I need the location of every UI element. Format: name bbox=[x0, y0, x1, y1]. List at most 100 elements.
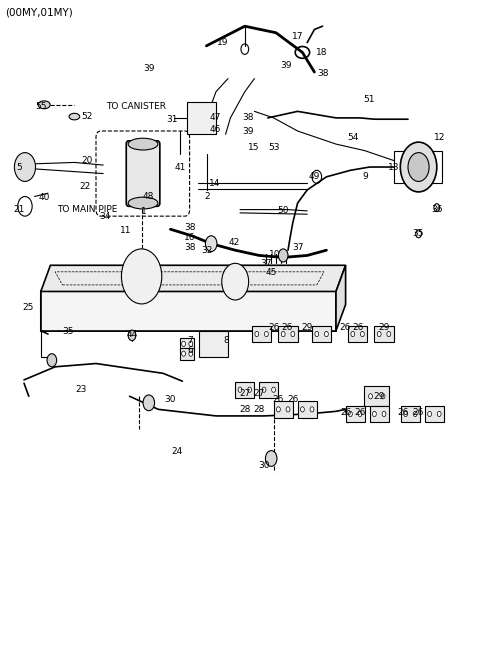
Circle shape bbox=[351, 331, 355, 337]
Text: 55: 55 bbox=[35, 102, 47, 111]
Text: 39: 39 bbox=[143, 64, 155, 73]
Text: 30: 30 bbox=[165, 395, 176, 404]
Text: 54: 54 bbox=[347, 133, 359, 142]
Text: 10: 10 bbox=[269, 250, 280, 259]
Text: 25: 25 bbox=[22, 303, 34, 312]
Bar bbox=[346, 405, 365, 422]
Circle shape bbox=[408, 153, 429, 181]
Bar bbox=[298, 401, 317, 418]
Text: 38: 38 bbox=[242, 113, 254, 122]
Text: TO MAIN PIPE: TO MAIN PIPE bbox=[57, 205, 117, 214]
Circle shape bbox=[360, 331, 364, 337]
Bar bbox=[252, 326, 271, 342]
Bar bbox=[199, 331, 228, 357]
Circle shape bbox=[205, 236, 217, 252]
Text: 2: 2 bbox=[204, 192, 210, 201]
Text: 34: 34 bbox=[99, 212, 110, 221]
Circle shape bbox=[381, 394, 385, 399]
Text: 38: 38 bbox=[317, 69, 328, 78]
Bar bbox=[235, 381, 254, 398]
Text: 13: 13 bbox=[388, 162, 399, 172]
Circle shape bbox=[248, 387, 252, 392]
Text: 42: 42 bbox=[228, 238, 240, 247]
Bar bbox=[180, 348, 194, 360]
Circle shape bbox=[286, 407, 290, 412]
Circle shape bbox=[14, 153, 36, 181]
Text: 26: 26 bbox=[354, 408, 366, 417]
Text: 46: 46 bbox=[209, 125, 221, 134]
Text: (00MY,01MY): (00MY,01MY) bbox=[5, 8, 72, 18]
Bar bbox=[259, 381, 278, 398]
Bar bbox=[348, 326, 367, 342]
Circle shape bbox=[369, 394, 372, 399]
Circle shape bbox=[276, 407, 280, 412]
Circle shape bbox=[387, 331, 391, 337]
Circle shape bbox=[189, 351, 192, 356]
Circle shape bbox=[47, 354, 57, 367]
Circle shape bbox=[238, 387, 242, 392]
Text: 37: 37 bbox=[261, 259, 272, 268]
Text: 31: 31 bbox=[166, 115, 178, 124]
Text: TO CANISTER: TO CANISTER bbox=[106, 102, 166, 111]
Text: 19: 19 bbox=[217, 38, 229, 47]
Text: 39: 39 bbox=[242, 126, 254, 136]
Text: 40: 40 bbox=[38, 193, 50, 202]
Circle shape bbox=[143, 395, 155, 411]
Text: 48: 48 bbox=[142, 192, 154, 201]
Circle shape bbox=[382, 411, 386, 417]
Text: 53: 53 bbox=[268, 143, 279, 152]
Text: 47: 47 bbox=[209, 113, 221, 122]
Text: 26: 26 bbox=[412, 408, 423, 417]
Text: 26: 26 bbox=[339, 323, 350, 332]
Text: 14: 14 bbox=[209, 179, 221, 188]
Circle shape bbox=[413, 411, 417, 417]
Circle shape bbox=[264, 331, 268, 337]
Polygon shape bbox=[336, 265, 346, 331]
Text: 35: 35 bbox=[62, 327, 74, 336]
Text: 8: 8 bbox=[224, 336, 229, 345]
Circle shape bbox=[222, 263, 249, 300]
Text: 37: 37 bbox=[292, 243, 303, 252]
Circle shape bbox=[181, 351, 185, 356]
Text: 29: 29 bbox=[373, 392, 385, 401]
Polygon shape bbox=[41, 265, 346, 291]
Bar bbox=[370, 405, 389, 422]
Text: 18: 18 bbox=[316, 48, 327, 57]
Polygon shape bbox=[41, 291, 336, 331]
Circle shape bbox=[272, 387, 276, 392]
Ellipse shape bbox=[38, 101, 50, 109]
Circle shape bbox=[315, 331, 319, 337]
Text: 26: 26 bbox=[273, 395, 284, 404]
Circle shape bbox=[278, 249, 288, 262]
Circle shape bbox=[262, 387, 266, 392]
Text: 39: 39 bbox=[280, 61, 291, 70]
Text: 26: 26 bbox=[287, 395, 299, 404]
Bar bbox=[394, 151, 442, 183]
Text: 27: 27 bbox=[253, 388, 265, 398]
Text: 7: 7 bbox=[188, 336, 193, 345]
Circle shape bbox=[265, 451, 277, 466]
Text: 32: 32 bbox=[202, 246, 213, 255]
Circle shape bbox=[181, 341, 185, 346]
Bar bbox=[374, 326, 394, 342]
Circle shape bbox=[128, 330, 136, 341]
Text: 38: 38 bbox=[184, 223, 195, 233]
Bar bbox=[180, 338, 194, 350]
Circle shape bbox=[189, 341, 192, 346]
Text: 41: 41 bbox=[174, 162, 186, 172]
Bar bbox=[401, 405, 420, 422]
Ellipse shape bbox=[128, 138, 158, 150]
Circle shape bbox=[255, 331, 259, 337]
Text: 15: 15 bbox=[248, 143, 259, 152]
Text: 38: 38 bbox=[184, 243, 195, 252]
Text: 26: 26 bbox=[352, 323, 363, 332]
Text: 29: 29 bbox=[378, 323, 390, 332]
Text: 17: 17 bbox=[292, 31, 303, 41]
Circle shape bbox=[404, 411, 408, 417]
Text: 52: 52 bbox=[82, 112, 93, 121]
Text: 28: 28 bbox=[253, 405, 265, 414]
Bar bbox=[425, 405, 444, 422]
FancyBboxPatch shape bbox=[126, 141, 160, 206]
Text: 1: 1 bbox=[141, 207, 147, 216]
Circle shape bbox=[372, 411, 376, 417]
